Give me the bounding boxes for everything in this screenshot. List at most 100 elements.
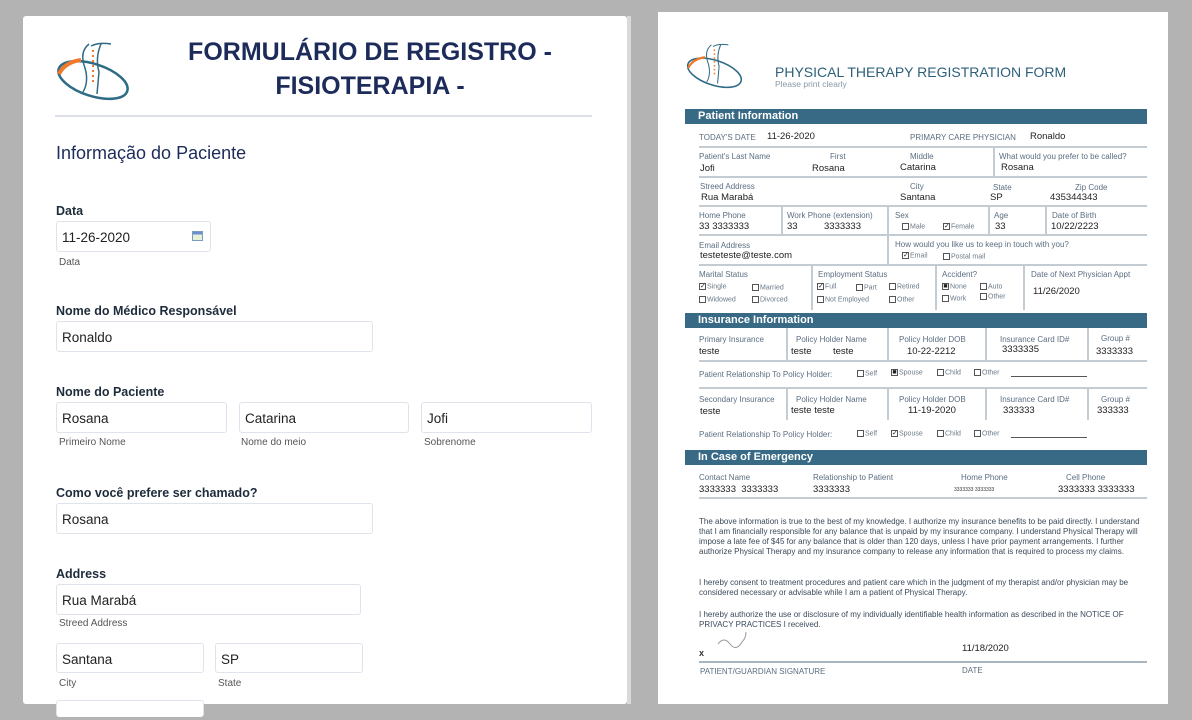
- employment-label: Employment Status: [818, 270, 888, 279]
- first-name-input[interactable]: Rosana: [56, 402, 227, 433]
- other-checkbox-2[interactable]: Other: [974, 430, 1000, 437]
- part-checkbox[interactable]: Part: [856, 284, 877, 291]
- retired-checkbox[interactable]: Retired: [889, 283, 920, 290]
- sex-label: Sex: [895, 211, 909, 220]
- contact-name-label: Contact Name: [699, 473, 751, 482]
- called-value: Rosana: [1001, 162, 1034, 173]
- group-value: 3333333: [1096, 346, 1133, 357]
- email-checkbox[interactable]: ✓Email: [902, 252, 928, 260]
- work-phone-value: 3333333: [824, 221, 861, 232]
- email-label: Email Address: [699, 241, 751, 250]
- accident-other-checkbox[interactable]: Other: [980, 293, 1006, 300]
- none-checkbox[interactable]: ■ None: [942, 283, 967, 291]
- work-ext-value: 33: [787, 221, 798, 232]
- email-value: testeteste@teste.com: [700, 250, 793, 261]
- street-sublabel: Streed Address: [59, 618, 128, 629]
- insurance-info-header: Insurance Information: [685, 313, 1147, 328]
- pcp-label: PRIMARY CARE PHYSICIAN: [910, 133, 1016, 142]
- male-checkbox[interactable]: Male: [902, 223, 925, 230]
- contact-pref-label: How would you like us to keep in touch w…: [895, 240, 1069, 249]
- city-label: City: [910, 182, 924, 191]
- accident-label: Accident?: [942, 270, 978, 279]
- pdf-page: [658, 12, 1168, 704]
- age-value: 33: [995, 221, 1006, 232]
- married-checkbox[interactable]: Married: [752, 284, 784, 291]
- holder-dob-label: Policy Holder DOB: [899, 335, 966, 344]
- preferred-name-input[interactable]: Rosana: [56, 503, 373, 534]
- scrollbar[interactable]: [627, 16, 631, 704]
- city-input[interactable]: Santana: [56, 643, 204, 673]
- postal-checkbox[interactable]: Postal mail: [943, 253, 985, 260]
- employment-other-checkbox[interactable]: Other: [889, 296, 915, 303]
- spouse-checkbox-2[interactable]: ✓Spouse: [891, 430, 923, 438]
- child-checkbox-2[interactable]: Child: [937, 430, 961, 437]
- contact-name-value: 3333333 3333333: [699, 484, 779, 495]
- holder-name-label-2: Policy Holder Name: [796, 395, 867, 404]
- address-label: Address: [56, 567, 107, 581]
- divorced-checkbox[interactable]: Divorced: [752, 296, 788, 303]
- middle-name-input[interactable]: Catarina: [239, 402, 409, 433]
- street-label: Streed Address: [700, 182, 755, 191]
- physician-input[interactable]: Ronaldo: [56, 321, 373, 352]
- state-value: SP: [990, 192, 1003, 203]
- primary-insurance-value: teste: [699, 346, 720, 357]
- emergency-home-value: 3333333 3333333: [954, 487, 995, 493]
- zip-input-partial[interactable]: [56, 700, 204, 717]
- signature-x: x: [699, 648, 705, 658]
- privacy-paragraph: I hereby authorize the use or disclosure…: [699, 610, 1124, 629]
- spouse-checkbox[interactable]: ■ Spouse: [891, 369, 923, 377]
- pcp-value: Ronaldo: [1030, 131, 1066, 142]
- self-checkbox[interactable]: Self: [857, 370, 877, 377]
- zip-value: 435344343: [1050, 192, 1098, 203]
- patient-info-header: Patient Information: [685, 109, 1147, 124]
- date-input[interactable]: 11-26-2020: [56, 221, 211, 252]
- todays-date-value: 11-26-2020: [767, 131, 815, 142]
- spine-logo-icon: [686, 43, 743, 89]
- card-id-value-2: 333333: [1003, 405, 1035, 416]
- single-checkbox[interactable]: ✓Single: [699, 283, 727, 291]
- calendar-icon[interactable]: [192, 231, 203, 241]
- last-name-input[interactable]: Jofi: [421, 402, 592, 433]
- street-value: Rua Marabá: [701, 192, 754, 203]
- marital-label: Marital Status: [699, 270, 748, 279]
- emergency-home-label: Home Phone: [961, 473, 1008, 482]
- first-value: Rosana: [812, 163, 845, 174]
- middle-name-sublabel: Nome do meio: [241, 437, 307, 448]
- section-heading: Informação do Paciente: [56, 143, 247, 163]
- home-phone-value: 33 3333333: [699, 221, 750, 232]
- first-label: First: [830, 152, 846, 161]
- other-checkbox[interactable]: Other: [974, 369, 1000, 376]
- relationship-to-patient-label: Relationship to Patient: [813, 473, 894, 482]
- holder-name-label: Policy Holder Name: [796, 335, 867, 344]
- card-id-value: 3333335: [1002, 344, 1039, 355]
- full-checkbox[interactable]: ✓Full: [817, 283, 837, 291]
- group-value-2: 333333: [1097, 405, 1129, 416]
- authorization-paragraph: The above information is true to the bes…: [699, 517, 1140, 556]
- holder-name-value-2: teste teste: [791, 405, 835, 416]
- emergency-cell-label: Cell Phone: [1066, 473, 1106, 482]
- state-sublabel: State: [218, 678, 242, 689]
- work-accident-checkbox[interactable]: Work: [942, 295, 966, 302]
- work-phone-label: Work Phone (extension): [787, 211, 873, 220]
- dob-label: Date of Birth: [1052, 211, 1097, 220]
- holder-dob-value: 10-22-2212: [907, 346, 956, 357]
- last-name-value: Jofi: [700, 163, 715, 174]
- female-checkbox[interactable]: ✓Female: [943, 223, 975, 231]
- auto-checkbox[interactable]: Auto: [980, 283, 1002, 290]
- middle-value: Catarina: [900, 162, 936, 173]
- relationship-label-2: Patient Relationship To Policy Holder:: [699, 430, 833, 439]
- street-input[interactable]: Rua Marabá: [56, 584, 361, 615]
- called-label: What would you prefer to be called?: [999, 152, 1127, 161]
- not-employed-checkbox[interactable]: Not Employed: [817, 296, 869, 303]
- patient-name-label: Nome do Paciente: [56, 385, 165, 399]
- widowed-checkbox[interactable]: Widowed: [699, 296, 736, 303]
- state-input[interactable]: SP: [215, 643, 363, 673]
- date-sublabel: Data: [59, 257, 81, 268]
- holder-first-value: teste: [791, 346, 812, 357]
- self-checkbox-2[interactable]: Self: [857, 430, 877, 437]
- date-value: 11-26-2020: [62, 230, 131, 245]
- physician-label: Nome do Médico Responsável: [56, 304, 237, 318]
- middle-label: Middle: [910, 152, 934, 161]
- child-checkbox[interactable]: Child: [937, 369, 961, 376]
- divider: [55, 115, 592, 117]
